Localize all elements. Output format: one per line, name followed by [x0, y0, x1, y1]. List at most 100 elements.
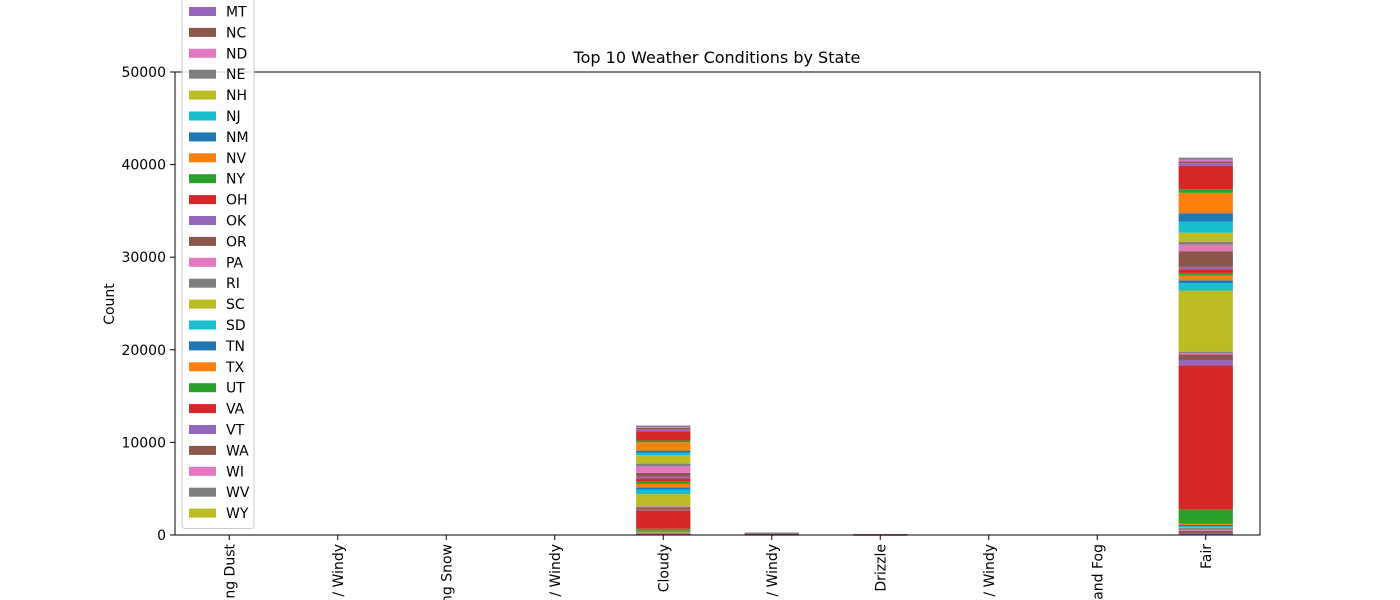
bar-segment [636, 506, 691, 507]
legend-label: NE [226, 67, 245, 83]
bar-segment [1178, 163, 1233, 166]
bar-segment [636, 427, 691, 430]
legend-label: TX [225, 360, 245, 376]
legend-swatch [189, 69, 216, 79]
bar-segment [1178, 232, 1233, 242]
legend-label: WY [226, 506, 249, 522]
legend-swatch [189, 257, 216, 267]
bar-segment [1178, 365, 1233, 510]
bar-segment [1178, 524, 1233, 527]
legend-swatch [189, 487, 216, 497]
bar-segment [1178, 161, 1233, 164]
bar-segment [636, 478, 691, 482]
legend-swatch [189, 466, 216, 476]
legend-swatch [189, 7, 216, 16]
legend-label: SD [226, 318, 246, 334]
legend-swatch [189, 111, 216, 121]
legend-swatch [189, 174, 216, 184]
bar-segment [636, 483, 691, 488]
bar-segment [1178, 509, 1233, 524]
x-tick-label: Drizzle [873, 544, 889, 592]
legend-label: PA [226, 255, 244, 271]
legend-swatch [189, 195, 216, 205]
legend-swatch [189, 383, 216, 393]
x-tick-label: / Windy [765, 544, 781, 597]
legend-label: NJ [226, 109, 241, 125]
legend-swatch [189, 425, 216, 434]
y-tick-label: 50000 [121, 65, 166, 81]
bar-segment [636, 494, 691, 507]
legend-swatch [189, 320, 216, 330]
legend-swatch [189, 508, 216, 518]
bar-segment [1178, 530, 1233, 534]
x-tick-label: Cloudy [656, 544, 672, 592]
legend-label: MT [226, 5, 247, 21]
x-axis-ticks: ng Dust / Windy ng Snow / Windy Cloudy / Wind… [222, 535, 1215, 600]
legend-label: WV [226, 485, 250, 501]
bar-segment [1178, 351, 1233, 354]
legend-label: NC [226, 25, 246, 41]
bar-segment [1178, 157, 1233, 160]
bar-segment [1178, 523, 1233, 525]
y-tick-label: 10000 [121, 435, 166, 451]
bar-segment [636, 506, 691, 508]
bar-segment [636, 533, 691, 535]
x-tick-label: and Fog [1090, 544, 1106, 600]
legend-label: NH [226, 88, 247, 104]
x-tick-label: / Windy [548, 544, 564, 597]
y-tick-label: 30000 [121, 250, 166, 266]
bar-segment [636, 532, 691, 533]
bar-segment [636, 528, 691, 531]
legend-swatch [189, 153, 216, 163]
bar-segment [636, 489, 691, 495]
y-tick-label: 0 [157, 528, 166, 544]
legend: MT NC ND NE NH NJ NM NV NY OH OK OR PA RI SC SD TN TX UT VA… [181, 0, 255, 530]
legend-label: OH [226, 193, 248, 209]
bar-segment [636, 472, 691, 477]
legend-swatch [189, 362, 216, 372]
bar-segment [636, 532, 691, 534]
bar-segment [1178, 283, 1233, 291]
bar-segment [636, 450, 691, 453]
bar-segment [1178, 189, 1233, 193]
legend-swatch [189, 278, 216, 288]
bar-segment [636, 425, 691, 428]
y-tick-label: 20000 [121, 343, 166, 359]
bar-segment [1178, 528, 1233, 530]
bar-segment [636, 530, 691, 532]
bar-segment [636, 531, 691, 533]
bar-segment [636, 455, 691, 464]
bar-segment [1178, 159, 1233, 162]
legend-swatch [189, 404, 216, 414]
legend-label: UT [226, 381, 245, 397]
bar-segment [636, 427, 691, 428]
legend-swatch [189, 299, 216, 309]
legend-label: VT [226, 423, 245, 439]
legend-label: RI [226, 276, 240, 292]
bar-segment [636, 509, 691, 511]
bar-segment [636, 431, 691, 441]
legend-label: NY [226, 172, 245, 188]
bar-segment [744, 532, 799, 534]
y-axis-ticks: 0 10000 20000 30000 40000 50000 [121, 65, 175, 544]
bar-segment [636, 507, 691, 510]
bar-segment [636, 463, 691, 467]
bar-segment [636, 440, 691, 443]
axes-frame [174, 71, 1261, 536]
legend-label: OK [226, 214, 247, 230]
legend-label: NV [226, 151, 246, 167]
bar-segment [1178, 354, 1233, 360]
bar-segment [1178, 251, 1233, 267]
bar-segment [1178, 165, 1233, 190]
bar-segment [636, 531, 691, 532]
bars-layer [636, 157, 1233, 536]
x-tick-label: ng Dust [222, 543, 238, 598]
legend-label: OR [226, 234, 247, 250]
legend-label: TN [225, 339, 245, 355]
bar-segment [636, 429, 691, 432]
legend-label: WI [226, 464, 244, 480]
legend-swatch [189, 90, 216, 100]
bar-segment [636, 510, 691, 529]
bar-segment [636, 487, 691, 490]
